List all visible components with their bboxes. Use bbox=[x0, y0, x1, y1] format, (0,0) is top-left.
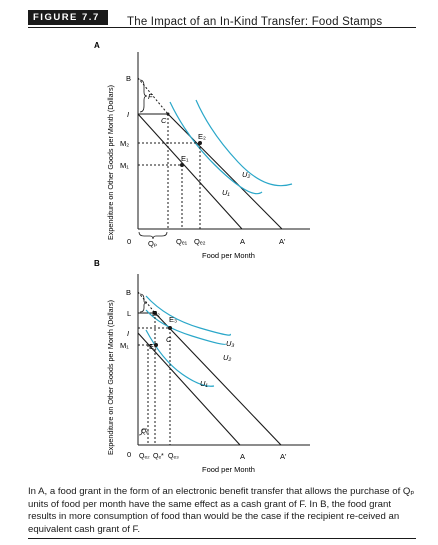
panel-a-label-m1: M₁ bbox=[120, 161, 129, 170]
panel-b-ylabel: Expenditure on Other Goods per Month (Do… bbox=[106, 300, 115, 455]
panel-a-budget-line-ia bbox=[137, 113, 243, 230]
panel-a-budget-line-ca bbox=[167, 113, 283, 230]
panel-a-label-f: F bbox=[148, 92, 153, 101]
panel-b-point-e2 bbox=[153, 311, 157, 315]
panel-a-label-i: I bbox=[127, 110, 129, 119]
panel-b-point-e3 bbox=[168, 326, 172, 330]
panel-b-label-qf2: Qₑ₂ bbox=[139, 453, 150, 460]
panel-b-budget-line-ia bbox=[137, 332, 241, 446]
panel-b-brace-f bbox=[139, 293, 148, 313]
panel-a-brace-f bbox=[139, 79, 148, 113]
panel-a-label-qf1: Qₑ₁ bbox=[176, 237, 188, 246]
panel-b-label-origin: 0 bbox=[127, 450, 131, 459]
panel-b-label-a: A bbox=[240, 452, 245, 461]
panel-a-point-e2 bbox=[198, 141, 202, 145]
panel-b-label-qf-star: Qₑ* bbox=[153, 453, 164, 460]
panel-a: A Expenditure on Other Goods per Month (… bbox=[94, 41, 310, 260]
panel-a-ylabel: Expenditure on Other Goods per Month (Do… bbox=[106, 85, 115, 240]
panel-a-dashed-budget bbox=[137, 77, 169, 115]
panel-b-label-e2: E₂ bbox=[152, 309, 160, 318]
panel-b-label-l: L bbox=[127, 309, 131, 318]
panel-a-label-c: C bbox=[161, 116, 167, 125]
panel-b-label-u3: U₃ bbox=[226, 339, 234, 348]
figure-title: The Impact of an In-Kind Transfer: Food … bbox=[127, 16, 383, 28]
panel-b-label-m1: M₁ bbox=[120, 341, 129, 350]
panel-a-label-u1: U₁ bbox=[222, 188, 230, 197]
panel-a-point-c bbox=[166, 112, 170, 116]
panel-b-letter: B bbox=[94, 259, 100, 268]
panel-a-xlabel: Food per Month bbox=[202, 251, 255, 260]
panel-a-label-a: A bbox=[240, 237, 245, 246]
panel-b-label-qp: Qₚ bbox=[141, 428, 149, 435]
panel-a-label-b: B bbox=[126, 74, 131, 83]
panel-b-label-u1: U₁ bbox=[200, 379, 208, 388]
panel-b-curve-u2 bbox=[145, 309, 227, 345]
panel-a-label-m2: M₂ bbox=[120, 139, 129, 148]
panel-b: B Expenditure on Other Goods per Month (… bbox=[94, 259, 310, 474]
panel-b-dashed-budget bbox=[137, 291, 156, 314]
panel-b-label-i: I bbox=[127, 329, 129, 338]
figure-caption: In A, a food grant in the form of an ele… bbox=[28, 486, 415, 535]
panel-a-point-e1 bbox=[180, 163, 184, 167]
panel-b-label-e3: E₃ bbox=[169, 315, 177, 324]
panel-a-curve-u1 bbox=[169, 101, 263, 195]
panel-a-label-e1: E₁ bbox=[181, 154, 189, 163]
panel-b-xlabel: Food per Month bbox=[202, 465, 255, 474]
panel-b-label-u2: U₂ bbox=[223, 353, 231, 362]
figure-number: FIGURE 7.7 bbox=[28, 10, 108, 25]
panel-b-budget-line-ca bbox=[154, 312, 282, 446]
panel-b-label-a-prime: A' bbox=[280, 452, 287, 461]
panel-a-label-origin: 0 bbox=[127, 237, 131, 246]
panel-a-letter: A bbox=[94, 41, 100, 50]
panel-a-label-qp: Qₚ bbox=[148, 239, 157, 248]
panel-a-curve-u2 bbox=[195, 99, 293, 187]
panel-b-point-e1 bbox=[154, 343, 158, 347]
panel-b-curve-u3 bbox=[145, 295, 232, 336]
panel-a-label-a-prime: A' bbox=[279, 237, 286, 246]
caption-rule bbox=[28, 538, 416, 539]
panel-b-label-c: C bbox=[166, 335, 172, 344]
panel-a-label-qf2: Qₑ₂ bbox=[194, 237, 206, 246]
panel-b-brace-qp bbox=[138, 428, 147, 436]
panel-a-label-e2: E₂ bbox=[198, 132, 206, 141]
panel-b-label-e1: E₁ bbox=[149, 342, 157, 351]
panel-b-label-qf3: Qₑ₃ bbox=[168, 453, 179, 460]
panel-a-label-u2: U₂ bbox=[242, 170, 250, 179]
panel-a-brace-qp bbox=[138, 231, 168, 240]
panel-b-label-b: B bbox=[126, 288, 131, 297]
title-rule bbox=[28, 27, 416, 28]
